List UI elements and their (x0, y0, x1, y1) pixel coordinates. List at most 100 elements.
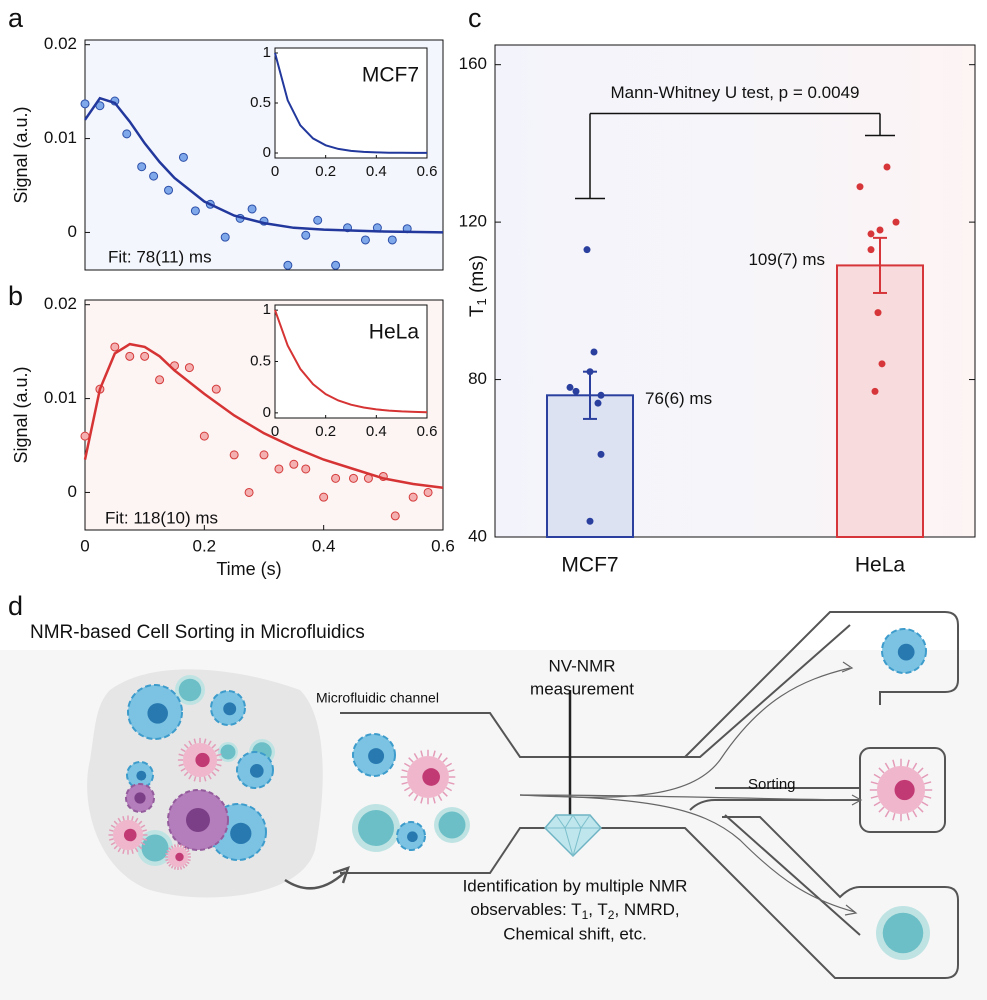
data-point (122, 129, 132, 139)
identification-part: observables: T (470, 900, 581, 919)
data-point (220, 232, 230, 242)
data-point (199, 431, 209, 441)
teal-cell-inner (882, 912, 924, 954)
inset-x-tick-label: 0.6 (417, 423, 438, 440)
nucleus (186, 808, 210, 832)
data-point (155, 375, 165, 385)
inset-x-tick-label: 0.4 (366, 163, 387, 180)
nucleus (894, 779, 915, 801)
data-point (331, 260, 341, 270)
data-point (178, 152, 188, 162)
data-point (572, 387, 580, 395)
nucleus (123, 828, 137, 842)
y-tick-label: 0.02 (44, 34, 77, 53)
y-tick-label: 0 (68, 222, 77, 241)
data-point (274, 464, 284, 474)
channel-wall-middle (685, 624, 861, 936)
data-point (137, 162, 147, 172)
inset-bg (274, 47, 428, 159)
data-point (856, 183, 864, 191)
channel-wall-top (340, 611, 959, 758)
data-point (871, 387, 879, 395)
panel-letter: d (8, 591, 23, 621)
sorting-label: Sorting (748, 776, 796, 793)
data-point (301, 464, 311, 474)
x-tick-label: 0.2 (193, 536, 217, 555)
channel-label: Microfluidic channel (316, 690, 439, 706)
data-point (211, 384, 221, 394)
data-point (594, 399, 602, 407)
data-point (586, 368, 594, 376)
sorting-chamber (859, 747, 946, 833)
cell-suspension (87, 669, 323, 898)
y-axis-label-part: 1 (474, 298, 489, 305)
data-point (283, 260, 293, 270)
entry-arrow-head (332, 866, 350, 884)
data-point (289, 459, 299, 469)
identification-part: , NMRD, (614, 900, 679, 919)
y-tick-label: 80 (468, 369, 487, 388)
x-tick-label: 0.6 (431, 536, 455, 555)
data-point (140, 351, 150, 361)
channel-wall-bottom (340, 816, 959, 979)
flow-line (519, 667, 851, 798)
data-point (878, 360, 886, 368)
inset-x-tick-label: 0.4 (366, 423, 387, 440)
nucleus (195, 752, 210, 768)
measurement-label: NV-NMR (548, 656, 615, 675)
data-point (597, 450, 605, 458)
panel-letter: c (468, 3, 482, 33)
data-point (387, 235, 397, 245)
y-tick-label: 0.01 (44, 128, 77, 147)
nucleus (175, 852, 184, 862)
nucleus (407, 831, 418, 843)
data-point (590, 348, 598, 356)
data-point (423, 487, 433, 497)
y-axis-label: Signal (a.u.) (11, 366, 31, 463)
y-tick-label: 160 (459, 54, 487, 73)
flow-line (519, 794, 856, 913)
data-point (313, 215, 323, 225)
data-point (110, 342, 120, 352)
bar (836, 264, 924, 538)
data-point (586, 517, 594, 525)
data-point (331, 473, 341, 483)
inset-y-tick-label: 1 (263, 301, 271, 318)
identification-part: 1 (582, 908, 589, 922)
identification-text: Chemical shift, etc. (503, 924, 647, 943)
pink-cell-spikes (869, 758, 933, 822)
data-point (319, 492, 329, 502)
data-point (125, 351, 135, 361)
inset-y-tick-label: 0 (263, 404, 271, 421)
value-label: 76(6) ms (645, 389, 712, 408)
inset-bg (274, 304, 428, 419)
fit-annotation: Fit: 78(11) ms (108, 247, 212, 266)
teal-cell-inner (438, 811, 466, 839)
measurement-label: measurement (530, 679, 634, 698)
inset-x-tick-label: 0 (271, 163, 279, 180)
pink-cell-spikes (400, 749, 456, 805)
data-point (229, 450, 239, 460)
y-axis-label: Signal (a.u.) (11, 106, 31, 203)
data-point (190, 206, 200, 216)
identification-part: 2 (608, 908, 615, 922)
nucleus (230, 822, 252, 845)
flow-line (519, 794, 861, 801)
data-point (349, 473, 358, 483)
identification-part: , T (588, 900, 608, 919)
pink-cell-spikes (165, 844, 191, 870)
data-point (149, 171, 159, 181)
data-point (80, 99, 90, 109)
inset-curve (274, 52, 427, 154)
data-point (184, 363, 194, 373)
data-point (566, 383, 574, 391)
nucleus (897, 643, 915, 661)
diamond (543, 814, 603, 858)
fit-curve (83, 96, 444, 234)
x-tick-label: 0 (80, 536, 89, 555)
fit-curve (83, 342, 444, 490)
y-tick-label: 40 (468, 526, 487, 545)
teal-cell-inner (178, 678, 202, 702)
teal-cell-inner (220, 744, 236, 760)
y-tick-label: 0 (68, 482, 77, 501)
